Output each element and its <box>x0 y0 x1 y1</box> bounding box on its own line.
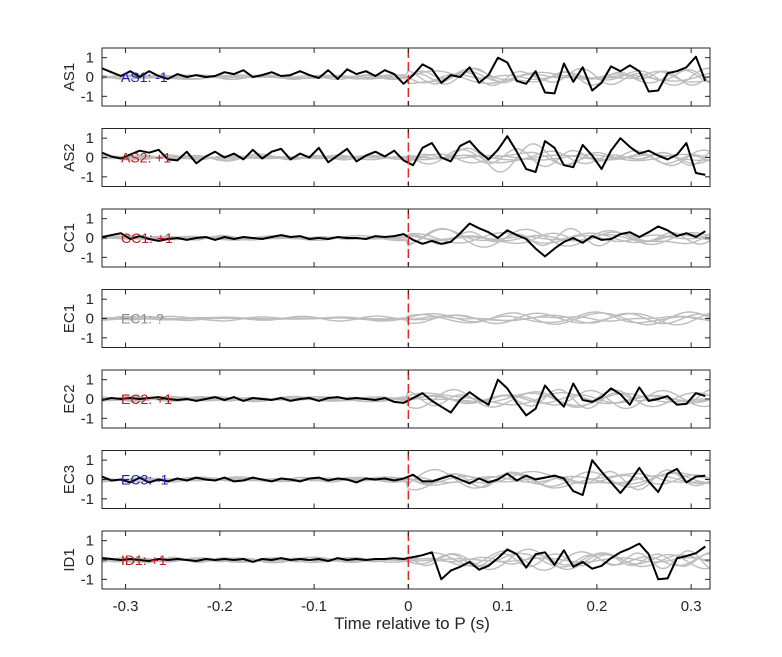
plot-area <box>102 55 710 95</box>
x-axis-label: Time relative to P (s) <box>334 614 490 633</box>
plot-area <box>102 542 710 581</box>
y-tick-label: 0 <box>86 391 94 408</box>
y-tick-label: 1 <box>86 533 94 550</box>
y-tick-label: 1 <box>86 50 94 67</box>
station-label: EC2 <box>61 384 78 413</box>
x-tick-label: 0.3 <box>681 598 702 615</box>
seismogram-trace <box>102 542 706 581</box>
station-label: EC1 <box>61 304 78 333</box>
station-label: AS2 <box>61 143 78 171</box>
y-tick-label: 1 <box>86 211 94 228</box>
y-tick-label: 0 <box>86 311 94 328</box>
y-tick-label: 1 <box>86 291 94 308</box>
seismogram-trace <box>102 135 706 176</box>
y-tick-label: 1 <box>86 452 94 469</box>
y-tick-label: -1 <box>81 330 94 347</box>
seismogram-trace <box>102 55 707 95</box>
y-tick-label: -1 <box>81 410 94 427</box>
background-trace <box>102 143 710 173</box>
y-tick-label: 1 <box>86 372 94 389</box>
seismogram-trace <box>102 222 706 258</box>
background-trace <box>102 67 710 86</box>
station-label: ID1 <box>61 548 78 571</box>
polarity-annotation: CC1: +1 <box>121 230 173 246</box>
polarity-annotation: EC2: +1 <box>121 391 172 407</box>
y-tick-label: 0 <box>86 472 94 489</box>
x-tick-label: -0.3 <box>113 598 139 615</box>
background-trace <box>102 67 710 86</box>
x-tick-label: 0.2 <box>586 598 607 615</box>
plot-area <box>102 135 710 176</box>
plot-area <box>102 459 710 496</box>
y-tick-label: 0 <box>86 150 94 167</box>
polarity-annotation: ID1: +1 <box>121 552 167 568</box>
station-label: CC1 <box>61 223 78 253</box>
plot-area <box>102 222 710 258</box>
y-tick-label: -1 <box>81 571 94 588</box>
station-label: EC3 <box>61 465 78 494</box>
background-trace <box>102 388 710 410</box>
y-tick-label: 0 <box>86 552 94 569</box>
x-tick-label: 0 <box>404 598 412 615</box>
station-label: AS1 <box>61 63 78 91</box>
x-tick-label: -0.1 <box>301 598 327 615</box>
y-tick-label: 0 <box>86 230 94 247</box>
seismogram-trace <box>102 459 706 496</box>
polarity-annotation: AS1: -1 <box>121 69 168 85</box>
x-tick-label: 0.1 <box>492 598 513 615</box>
x-tick-label: -0.2 <box>207 598 233 615</box>
plot-area <box>102 378 710 417</box>
y-tick-label: 1 <box>86 130 94 147</box>
background-trace <box>102 548 710 571</box>
seismogram-trace <box>102 378 706 417</box>
y-tick-label: -1 <box>81 88 94 105</box>
plot-area <box>102 311 710 326</box>
polarity-annotation: AS2: +1 <box>121 150 171 166</box>
polarity-annotation: EC1: ? <box>121 311 164 327</box>
y-tick-label: -1 <box>81 169 94 186</box>
y-tick-label: -1 <box>81 491 94 508</box>
background-trace <box>102 312 710 326</box>
polarity-annotation: EC3: -1 <box>121 472 169 488</box>
y-tick-label: 0 <box>86 69 94 86</box>
y-tick-label: -1 <box>81 249 94 266</box>
